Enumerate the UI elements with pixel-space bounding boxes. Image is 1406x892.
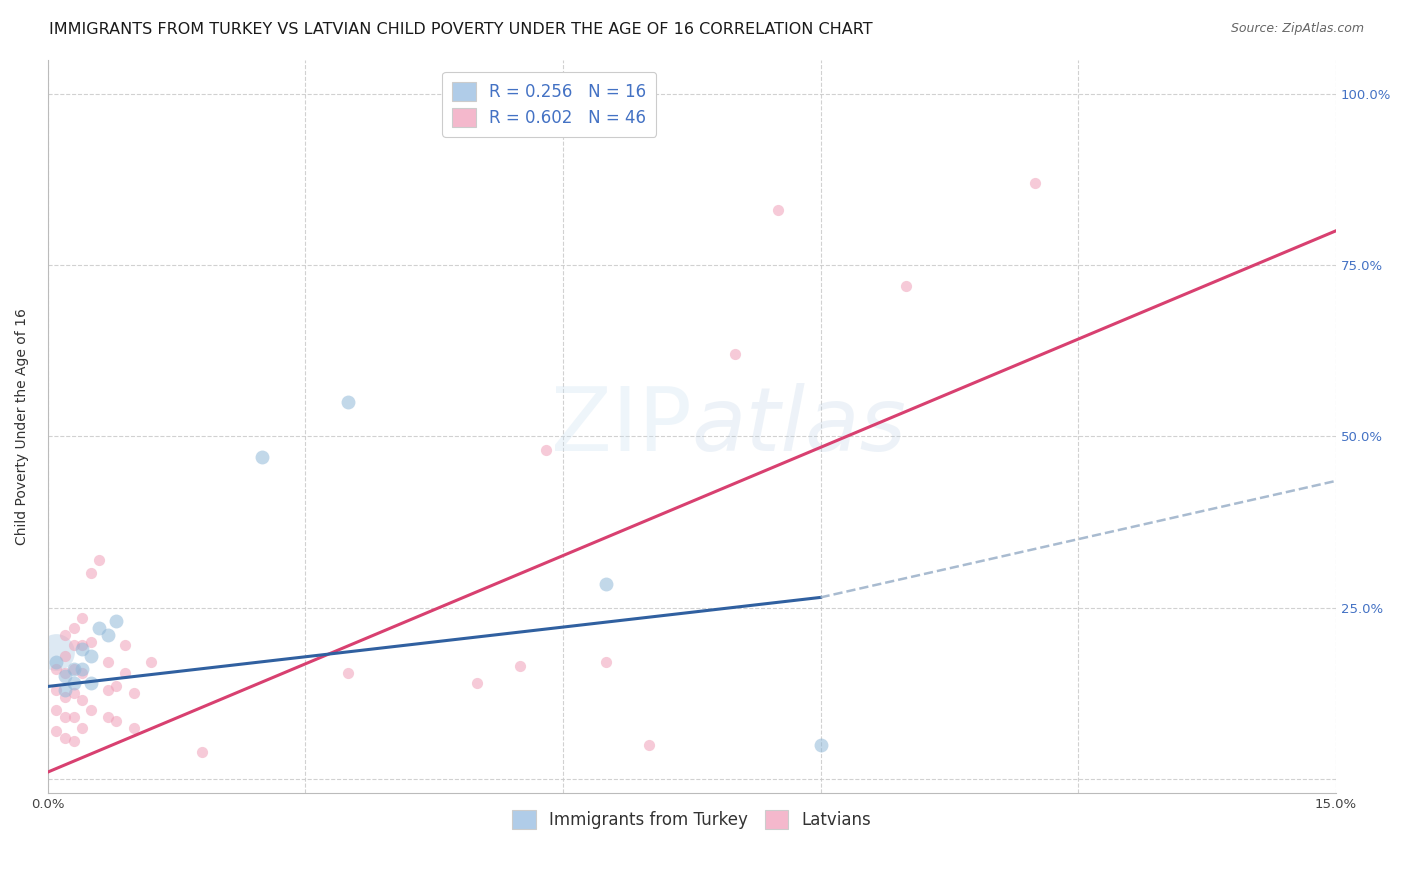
- Point: [45, 682, 67, 697]
- Point: [70, 665, 93, 680]
- Text: IMMIGRANTS FROM TURKEY VS LATVIAN CHILD POVERTY UNDER THE AGE OF 16 CORRELATION : IMMIGRANTS FROM TURKEY VS LATVIAN CHILD …: [49, 22, 873, 37]
- Point: [62, 734, 84, 748]
- Point: [62, 638, 84, 652]
- Point: [45, 645, 67, 659]
- Point: [62, 676, 84, 690]
- Point: [70, 611, 93, 625]
- Point: [252, 450, 274, 464]
- Point: [766, 203, 789, 218]
- Point: [79, 648, 101, 663]
- Point: [724, 347, 747, 361]
- Point: [53, 648, 76, 663]
- Point: [105, 680, 128, 694]
- Text: ZIP: ZIP: [551, 383, 692, 469]
- Point: [62, 662, 84, 676]
- Point: [595, 576, 617, 591]
- Point: [122, 721, 145, 735]
- Text: atlas: atlas: [692, 384, 907, 469]
- Point: [53, 682, 76, 697]
- Point: [191, 745, 214, 759]
- Point: [53, 690, 76, 704]
- Point: [337, 665, 360, 680]
- Point: [53, 628, 76, 642]
- Point: [70, 638, 93, 652]
- Point: [79, 566, 101, 581]
- Point: [79, 703, 101, 717]
- Point: [337, 395, 360, 409]
- Point: [810, 738, 832, 752]
- Point: [53, 710, 76, 724]
- Point: [70, 662, 93, 676]
- Point: [70, 693, 93, 707]
- Point: [62, 621, 84, 635]
- Point: [465, 676, 488, 690]
- Point: [114, 665, 136, 680]
- Point: [534, 443, 557, 458]
- Point: [62, 710, 84, 724]
- Y-axis label: Child Poverty Under the Age of 16: Child Poverty Under the Age of 16: [15, 308, 30, 544]
- Point: [105, 714, 128, 728]
- Point: [595, 656, 617, 670]
- Point: [97, 682, 120, 697]
- Point: [70, 721, 93, 735]
- Point: [79, 635, 101, 649]
- Point: [53, 665, 76, 680]
- Point: [79, 676, 101, 690]
- Point: [637, 738, 659, 752]
- Point: [89, 621, 111, 635]
- Point: [45, 656, 67, 670]
- Point: [97, 628, 120, 642]
- Point: [139, 656, 162, 670]
- Point: [114, 638, 136, 652]
- Point: [62, 662, 84, 676]
- Point: [896, 278, 918, 293]
- Point: [509, 659, 531, 673]
- Point: [1024, 176, 1046, 190]
- Point: [45, 724, 67, 739]
- Text: Source: ZipAtlas.com: Source: ZipAtlas.com: [1230, 22, 1364, 36]
- Point: [62, 686, 84, 700]
- Point: [45, 703, 67, 717]
- Point: [97, 656, 120, 670]
- Point: [53, 731, 76, 745]
- Point: [122, 686, 145, 700]
- Point: [53, 669, 76, 683]
- Legend: Immigrants from Turkey, Latvians: Immigrants from Turkey, Latvians: [506, 803, 877, 836]
- Point: [89, 552, 111, 566]
- Point: [105, 615, 128, 629]
- Point: [97, 710, 120, 724]
- Point: [70, 641, 93, 656]
- Point: [45, 662, 67, 676]
